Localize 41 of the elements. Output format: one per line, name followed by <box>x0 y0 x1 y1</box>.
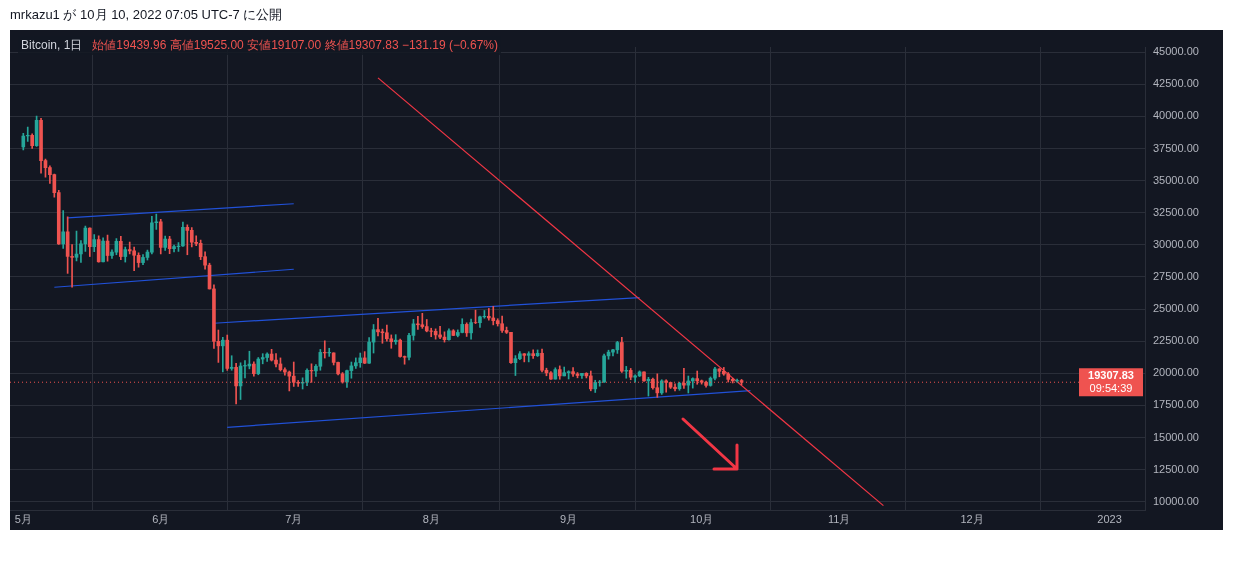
y-tick-label: 30000.00 <box>1153 237 1199 250</box>
candlestick <box>327 347 332 357</box>
candlestick <box>229 355 234 371</box>
candlestick <box>220 337 225 373</box>
candlestick <box>132 246 136 271</box>
candlestick <box>393 334 398 345</box>
candlestick <box>376 318 380 337</box>
y-tick-label: 15000.00 <box>1153 430 1199 443</box>
x-tick-label: 8月 <box>422 513 440 526</box>
y-tick-label: 40000.00 <box>1153 109 1199 122</box>
y-tick-label: 32500.00 <box>1153 205 1199 218</box>
y-tick-label: 42500.00 <box>1153 77 1199 90</box>
candlestick <box>491 306 496 326</box>
x-tick-label: 10月 <box>690 513 714 526</box>
candlestick <box>322 340 327 359</box>
x-tick-label: 11月 <box>827 513 851 526</box>
x-tick-label: 12月 <box>960 513 984 526</box>
x-tick-label: 5月 <box>14 513 32 526</box>
y-tick-label: 27500.00 <box>1153 270 1199 282</box>
y-tick-label: 37500.00 <box>1153 141 1199 154</box>
candlestick <box>420 313 425 329</box>
y-tick-label: 22500.00 <box>1153 334 1199 347</box>
x-tick-label: 6月 <box>152 513 170 526</box>
y-tick-label: 10000.00 <box>1153 494 1199 507</box>
chart-title: Bitcoin, 1日 <box>21 38 83 52</box>
candlestick <box>260 353 265 365</box>
chart-subtitle: 始値19439.96 高値19525.00 安値19107.00 終値19307.83 −131.19 (−0.67%) <box>92 38 498 52</box>
y-tick-label: 35000.00 <box>1153 173 1199 186</box>
text: mrkazu1 が 10月 10, 2022 07:05 UTC-7 に公開 <box>10 6 283 24</box>
x-tick-label: 9月 <box>560 513 578 526</box>
y-tick-label: 20000.00 <box>1153 366 1199 379</box>
x-tick-label: 2023 <box>1097 513 1122 526</box>
candlestick <box>633 374 637 383</box>
y-tick-label: 45000.00 <box>1153 45 1199 58</box>
candlestick <box>243 360 247 379</box>
y-tick-label: 12500.00 <box>1153 462 1199 475</box>
x-tick-label: 7月 <box>285 513 303 526</box>
annotation: 09:54:39 <box>1089 382 1133 395</box>
y-tick-label: 17500.00 <box>1153 398 1199 411</box>
ref-line-label: 19307.83 <box>1088 369 1134 382</box>
y-tick-label: 25000.00 <box>1153 302 1199 315</box>
